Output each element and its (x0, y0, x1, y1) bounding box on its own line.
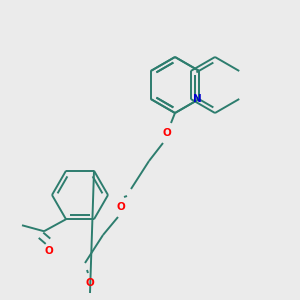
Text: N: N (193, 94, 202, 104)
Text: O: O (45, 246, 53, 256)
Text: O: O (117, 202, 125, 212)
Text: O: O (163, 128, 171, 138)
Text: O: O (85, 278, 94, 288)
